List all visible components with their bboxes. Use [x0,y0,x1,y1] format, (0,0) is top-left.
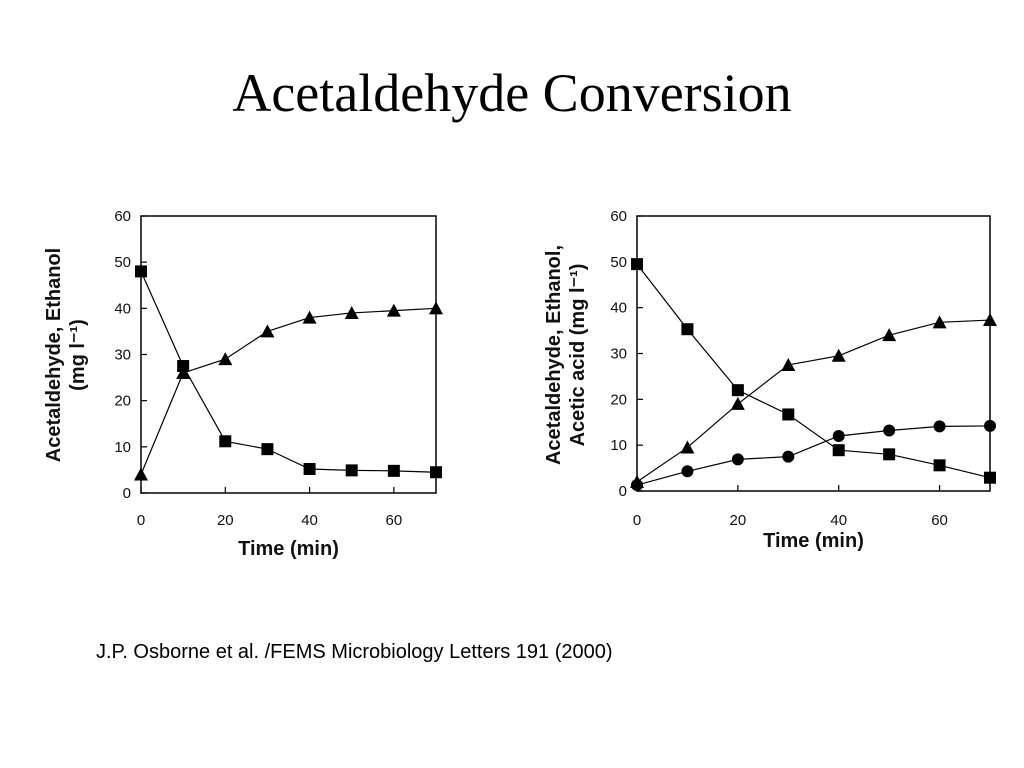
y-axis-title: Acetaldehyde, Ethanol (mg l⁻¹) [43,248,89,463]
x-tick-label: 40 [830,512,847,529]
data-point-square [430,466,442,479]
data-point-triangle [260,324,275,338]
data-point-triangle [218,352,233,366]
y-tick-label: 60 [610,208,627,225]
data-point-circle [984,419,996,432]
y-tick-label: 10 [114,439,131,456]
data-point-square [631,258,643,271]
y-axis-title: Acetaldehyde, Ethanol, Acetic acid (mg l⁻… [543,245,589,465]
series-line-triangle [140,307,437,475]
data-point-circle [933,420,946,433]
chart-acetaldehyde-ethanol: 0 10 20 30 40 50 60 0 20 40 60 Time (min) Acetaldehy… [43,208,443,560]
data-point-square [832,444,845,457]
data-point-circle [631,479,643,492]
series-line-triangle [636,319,991,483]
data-point-triangle [680,440,695,454]
x-tick-label: 60 [386,512,403,529]
y-tick-label: 0 [123,485,131,502]
data-point-square [984,471,996,484]
slide-title: Acetaldehyde Conversion [232,63,792,123]
data-point-triangle [344,305,359,319]
y-tick-label: 40 [610,300,627,317]
data-point-triangle [386,303,401,317]
data-point-square [883,448,896,461]
data-point-triangle [302,310,317,324]
data-point-square [387,464,400,477]
series-line-square [140,271,437,473]
y-tick-label: 50 [114,254,131,271]
y-tick-label: 20 [114,393,131,410]
x-tick-label: 40 [301,512,318,529]
data-point-triangle [781,357,796,371]
chart-acetaldehyde-ethanol-acetic-acid: 0 10 20 30 40 50 60 0 20 40 60 Time (min) Acetaldehy… [543,208,997,552]
y-tick-label: 40 [114,300,131,317]
x-tick-label: 60 [931,512,948,529]
data-point-triangle [882,328,897,342]
data-point-square [345,464,358,477]
y-axis-title-line: Acetic acid (mg l⁻¹) [567,264,589,447]
data-point-circle [731,453,744,466]
y-tick-label: 20 [610,391,627,408]
data-point-triangle [176,365,191,379]
series-line-circle [636,425,991,486]
y-tick-label: 0 [619,483,627,500]
x-axis-title: Time (min) [763,530,864,552]
data-point-square [681,323,694,336]
y-tick-label: 30 [114,347,131,364]
x-tick-label: 20 [730,512,747,529]
y-axis-title-line: Acetaldehyde, Ethanol, [543,245,565,465]
data-point-triangle [831,348,846,362]
data-point-square [261,443,274,456]
data-point-circle [681,465,694,478]
data-point-square [303,462,316,475]
x-tick-label: 0 [633,512,641,529]
y-tick-label: 60 [114,208,131,225]
y-tick-label: 10 [610,437,627,454]
y-axis-title-line: (mg l⁻¹) [67,319,89,391]
data-point-square [933,459,946,472]
citation: J.P. Osborne et al. /FEMS Microbiology L… [96,641,613,663]
y-axis-title-line: Acetaldehyde, Ethanol [43,248,65,463]
series-line-square [636,263,991,479]
data-point-circle [883,424,896,437]
y-tick-label: 50 [610,254,627,271]
x-tick-label: 20 [217,512,234,529]
data-point-square [782,408,795,421]
data-point-circle [782,450,795,463]
y-tick-label: 30 [610,346,627,363]
data-point-square [135,265,147,278]
data-point-square [731,384,744,397]
data-point-square [219,435,232,448]
data-point-triangle [730,396,745,410]
x-axis-title: Time (min) [238,538,339,560]
data-point-circle [832,430,845,442]
data-point-triangle [932,315,947,329]
x-tick-label: 0 [137,512,145,529]
plot-frame [140,215,437,494]
data-point-triangle [983,313,997,327]
data-point-triangle [429,301,443,315]
data-point-triangle [134,467,148,481]
